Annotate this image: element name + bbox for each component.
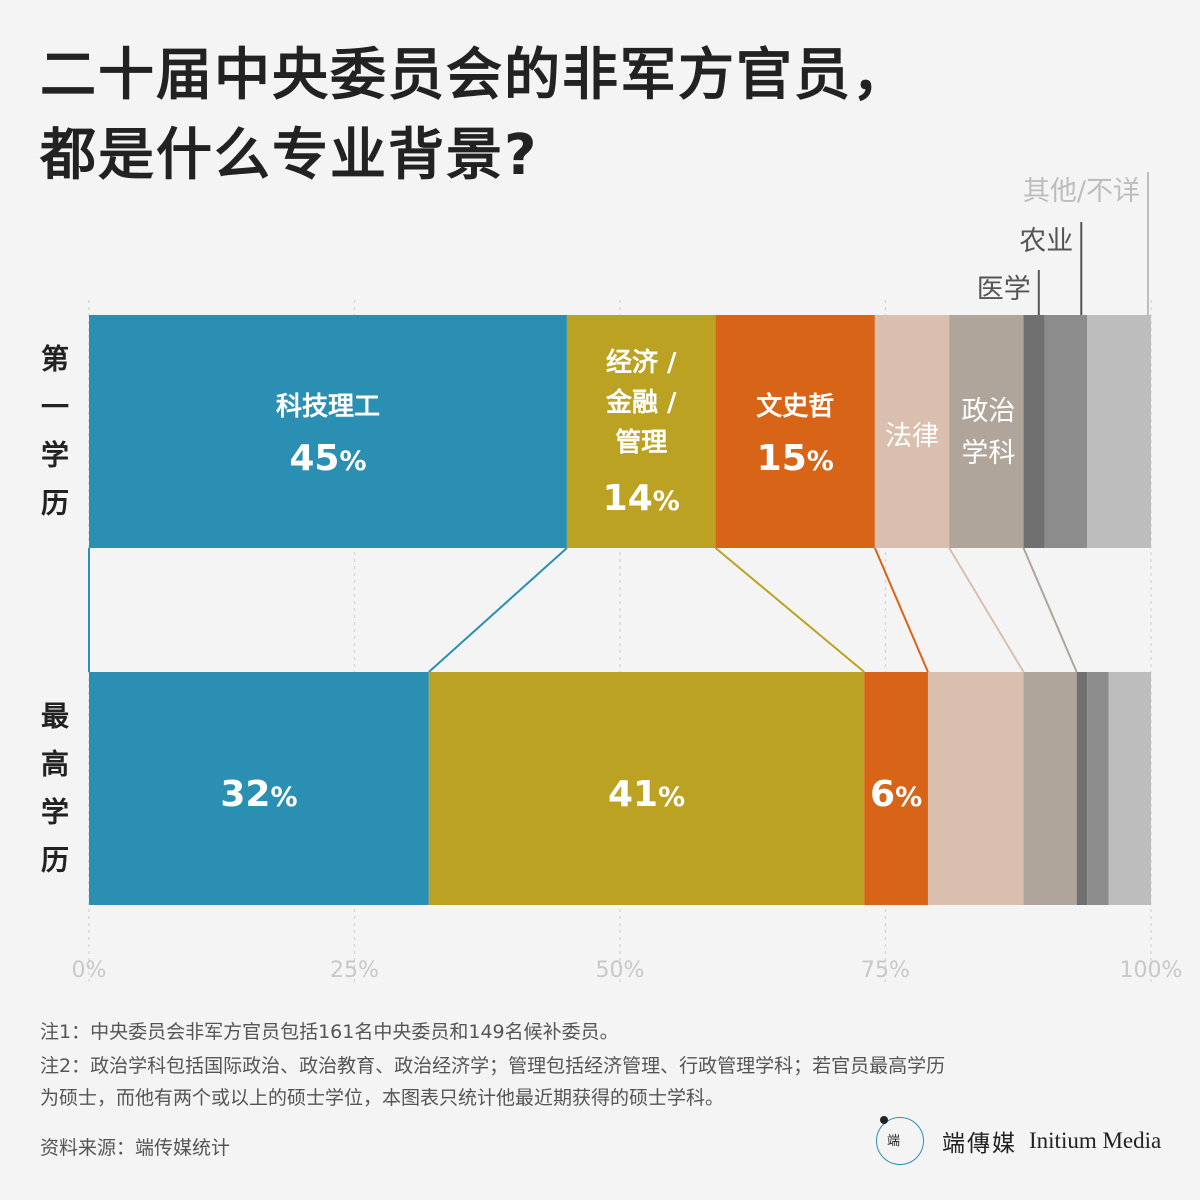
x-tick-label: 100% bbox=[1120, 958, 1183, 983]
bar-segment bbox=[715, 315, 875, 548]
bar-segment bbox=[1044, 315, 1088, 548]
x-tick-label: 75% bbox=[861, 958, 910, 983]
bar-segment bbox=[89, 315, 567, 548]
connector-line bbox=[948, 547, 1025, 673]
note-2-line-1: 注2：政治学科包括国际政治、政治教育、政治经济学；管理包括经济管理、行政管理学科… bbox=[40, 1055, 946, 1077]
value-label: 41% bbox=[608, 774, 685, 815]
brand-name-en: Initium Media bbox=[1029, 1128, 1162, 1153]
segment-label-politics: 政治 bbox=[961, 396, 1015, 427]
row-label-char: 一 bbox=[41, 391, 69, 424]
row-label-char: 历 bbox=[41, 844, 69, 877]
initium-logo-icon: 端 bbox=[876, 1116, 924, 1165]
row-label-char: 第 bbox=[41, 343, 69, 376]
note-1: 注1：中央委员会非军方官员包括161名中央委员和149名候补委员。 bbox=[40, 1021, 619, 1043]
source-text: 资料来源：端传媒统计 bbox=[40, 1137, 231, 1159]
value-label: 45% bbox=[289, 438, 366, 479]
x-tick-label: 25% bbox=[330, 958, 379, 983]
bar-segment bbox=[1023, 672, 1077, 905]
title-line-2: 都是什么专业背景? bbox=[40, 123, 539, 188]
segment-label-econ: 管理 bbox=[615, 428, 667, 458]
x-tick-label: 0% bbox=[72, 958, 107, 983]
row-label-char: 学 bbox=[41, 439, 69, 472]
row-label-char: 最 bbox=[41, 700, 69, 733]
bar-segment bbox=[864, 672, 928, 905]
bar-segment bbox=[1108, 672, 1151, 905]
connector-line bbox=[873, 547, 929, 673]
segment-label-politics: 学科 bbox=[961, 438, 1015, 469]
connector-line bbox=[714, 547, 865, 673]
value-label: 14% bbox=[603, 478, 680, 519]
note-2-line-2: 为硕士，而他有两个或以上的硕士学位，本图表只统计他最近期获得的硕士学科。 bbox=[40, 1087, 725, 1109]
bar-segment bbox=[566, 315, 716, 548]
callout-other: 其他/不详 bbox=[1023, 176, 1140, 207]
callout-medicine: 医学 bbox=[977, 274, 1031, 305]
bar-segment bbox=[1087, 315, 1151, 548]
value-label: 6% bbox=[870, 774, 922, 815]
segment-label-law: 法律 bbox=[885, 421, 939, 452]
bar-segment bbox=[949, 315, 1024, 548]
chart-title: 二十届中央委员会的非军方官员， 都是什么专业背景? bbox=[40, 36, 910, 196]
row-label-char: 高 bbox=[41, 748, 69, 781]
bar-segment bbox=[428, 672, 865, 905]
bar-segment bbox=[927, 672, 1024, 905]
callout-agriculture: 农业 bbox=[1019, 226, 1073, 257]
segment-label-humanities: 文史哲 bbox=[756, 391, 834, 422]
bar-segment bbox=[1087, 672, 1109, 905]
brand-name-cn: 端傳媒 bbox=[942, 1131, 1017, 1157]
value-label: 15% bbox=[757, 438, 834, 479]
row-label-char: 学 bbox=[41, 796, 69, 829]
row-label-char: 历 bbox=[41, 487, 69, 520]
bar-segment bbox=[1023, 315, 1045, 548]
brand-logo: 端 端傳媒 Initium Media bbox=[876, 1115, 1161, 1167]
segment-label-science: 科技理工 bbox=[276, 392, 380, 422]
segment-label-econ: 经济 / bbox=[606, 347, 677, 378]
bar-segment bbox=[1076, 672, 1088, 905]
title-line-1: 二十届中央委员会的非军方官员， bbox=[40, 43, 910, 108]
x-tick-label: 50% bbox=[596, 958, 645, 983]
connector-line bbox=[428, 547, 568, 673]
bar-segment bbox=[89, 672, 429, 905]
connector-line bbox=[1022, 547, 1078, 673]
value-label: 32% bbox=[220, 774, 297, 815]
segment-label-econ: 金融 / bbox=[605, 387, 677, 418]
bar-segment bbox=[874, 315, 950, 548]
